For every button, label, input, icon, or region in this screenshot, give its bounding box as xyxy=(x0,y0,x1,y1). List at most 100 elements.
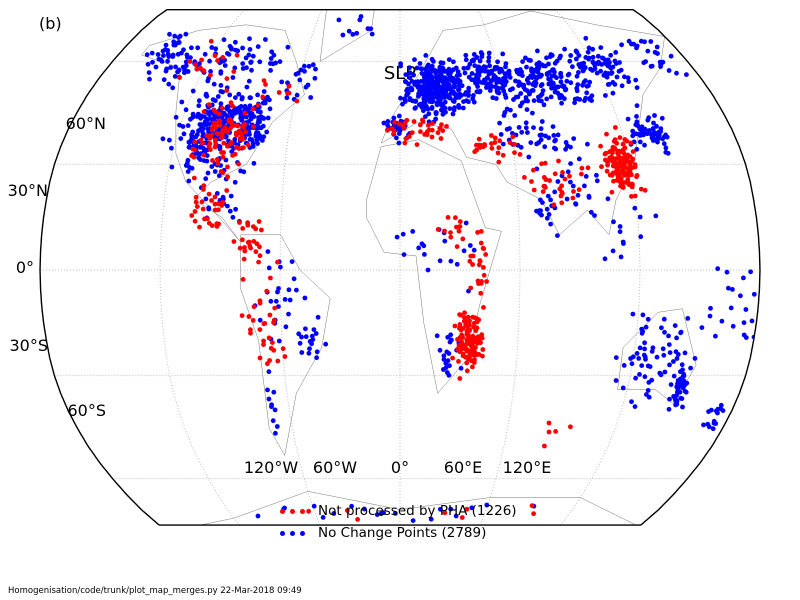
station-dot-no-change-points xyxy=(539,119,545,124)
station-dot-not-processed xyxy=(609,150,615,156)
station-dot-no-change-points xyxy=(568,80,574,86)
lat-label-30s: 30°S xyxy=(9,336,48,355)
station-dot-no-change-points xyxy=(668,53,674,59)
station-dot-no-change-points xyxy=(699,325,705,330)
station-dot-no-change-points xyxy=(261,89,267,94)
station-dot-no-change-points xyxy=(719,318,725,324)
station-dot-no-change-points xyxy=(642,346,647,352)
station-dot-no-change-points xyxy=(442,238,448,244)
station-dot-not-processed xyxy=(286,83,292,89)
station-dot-no-change-points xyxy=(563,86,569,92)
station-dot-not-processed xyxy=(611,138,617,144)
station-dot-not-processed xyxy=(542,443,547,449)
station-dot-no-change-points xyxy=(239,95,245,100)
station-dot-no-change-points xyxy=(618,254,624,260)
station-dot-no-change-points xyxy=(674,70,679,76)
station-dot-no-change-points xyxy=(629,41,634,47)
station-dot-not-processed xyxy=(240,237,245,243)
station-dot-no-change-points xyxy=(209,45,215,50)
station-dot-no-change-points xyxy=(303,334,309,340)
station-dot-no-change-points xyxy=(641,132,646,138)
station-dot-no-change-points xyxy=(165,58,171,64)
station-dot-no-change-points xyxy=(227,208,233,214)
station-dot-not-processed xyxy=(235,123,241,129)
station-dot-no-change-points xyxy=(613,50,619,55)
station-dot-no-change-points xyxy=(415,94,421,99)
station-dot-no-change-points xyxy=(218,70,224,76)
station-dot-no-change-points xyxy=(248,60,254,65)
station-dot-no-change-points xyxy=(634,119,640,125)
station-dot-no-change-points xyxy=(456,105,462,110)
station-dot-no-change-points xyxy=(306,350,312,356)
station-dot-no-change-points xyxy=(655,51,660,56)
station-dot-not-processed xyxy=(217,123,223,128)
station-dot-no-change-points xyxy=(633,77,639,83)
station-dot-no-change-points xyxy=(531,125,536,130)
station-dot-no-change-points xyxy=(163,42,169,48)
station-dot-no-change-points xyxy=(271,52,277,58)
station-dot-no-change-points xyxy=(282,297,288,302)
station-dot-no-change-points xyxy=(583,174,589,179)
station-dot-not-processed xyxy=(255,102,261,108)
station-dot-not-processed xyxy=(480,347,486,352)
station-dot-not-processed xyxy=(422,132,428,137)
station-dot-no-change-points xyxy=(558,79,564,85)
station-dot-no-change-points xyxy=(402,79,408,84)
station-dot-no-change-points xyxy=(648,39,654,44)
station-dot-not-processed xyxy=(261,78,267,83)
station-dot-no-change-points xyxy=(320,515,326,520)
station-dot-not-processed xyxy=(562,176,568,182)
station-dot-no-change-points xyxy=(172,74,178,79)
station-dot-no-change-points xyxy=(440,111,446,117)
station-dot-no-change-points xyxy=(268,56,274,61)
station-dot-no-change-points xyxy=(474,74,479,80)
station-dot-no-change-points xyxy=(198,113,204,119)
station-dot-not-processed xyxy=(448,230,453,236)
station-dot-not-processed xyxy=(194,66,200,72)
station-dot-no-change-points xyxy=(501,76,507,82)
station-dot-no-change-points xyxy=(310,62,316,68)
station-dot-not-processed xyxy=(248,245,254,251)
station-dot-no-change-points xyxy=(223,134,229,139)
station-dot-no-change-points xyxy=(264,129,270,135)
station-dot-no-change-points xyxy=(649,349,655,354)
station-dot-no-change-points xyxy=(198,157,203,163)
station-dot-no-change-points xyxy=(692,356,698,361)
station-dot-no-change-points xyxy=(446,57,452,62)
station-dot-no-change-points xyxy=(453,513,459,519)
station-dot-no-change-points xyxy=(401,252,407,257)
station-dot-no-change-points xyxy=(258,109,263,115)
station-dot-no-change-points xyxy=(267,106,273,112)
station-dot-no-change-points xyxy=(313,66,318,72)
station-dot-no-change-points xyxy=(701,422,706,428)
station-dot-no-change-points xyxy=(654,123,659,129)
station-dot-no-change-points xyxy=(577,97,583,102)
station-dot-no-change-points xyxy=(584,90,590,96)
station-dot-not-processed xyxy=(540,189,546,195)
station-dot-no-change-points xyxy=(147,76,152,82)
station-dot-no-change-points xyxy=(430,93,436,99)
station-dot-no-change-points xyxy=(571,136,577,142)
station-dot-not-processed xyxy=(484,279,489,284)
station-dot-no-change-points xyxy=(640,312,646,318)
station-dot-no-change-points xyxy=(458,365,464,371)
station-dot-not-processed xyxy=(450,355,455,361)
station-dot-no-change-points xyxy=(230,75,236,80)
station-dot-not-processed xyxy=(471,320,477,326)
station-dot-no-change-points xyxy=(437,347,443,353)
station-dot-no-change-points xyxy=(255,141,260,146)
station-dot-not-processed xyxy=(241,256,247,262)
station-dot-not-processed xyxy=(199,57,205,63)
station-dot-not-processed xyxy=(257,327,263,332)
station-dot-no-change-points xyxy=(586,193,592,199)
station-dot-no-change-points xyxy=(559,100,564,106)
station-dot-not-processed xyxy=(429,121,435,126)
station-dot-no-change-points xyxy=(536,94,541,100)
station-dot-not-processed xyxy=(481,265,486,270)
station-dot-no-change-points xyxy=(626,79,632,85)
station-dot-no-change-points xyxy=(749,318,755,324)
station-dot-no-change-points xyxy=(274,424,280,429)
station-markers xyxy=(144,14,757,523)
station-dot-no-change-points xyxy=(547,54,553,60)
station-dot-no-change-points xyxy=(682,350,688,356)
